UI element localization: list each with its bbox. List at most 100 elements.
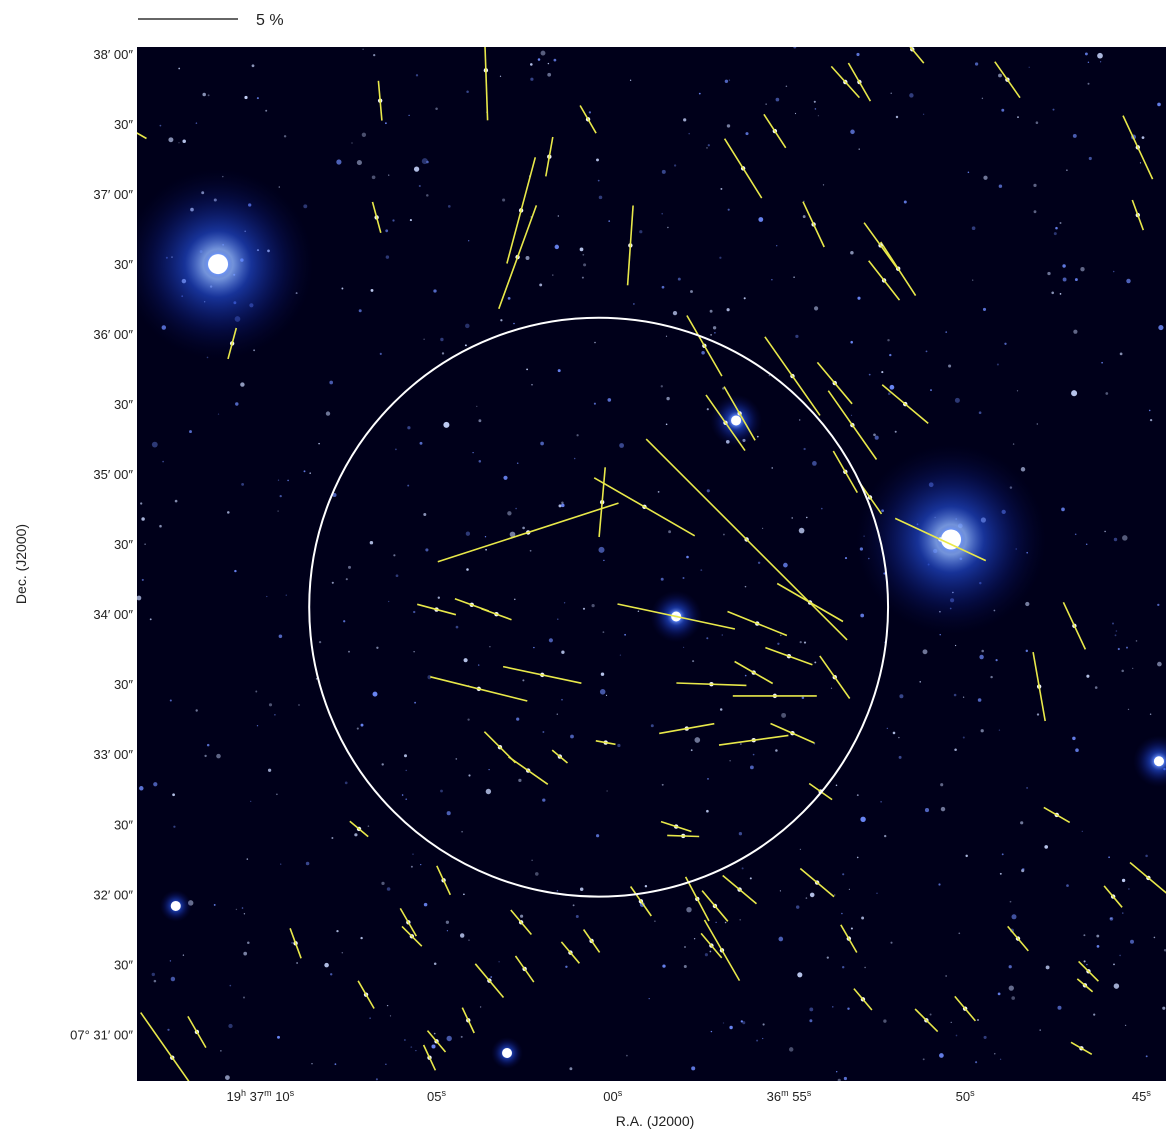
polarization-vector	[799, 867, 835, 898]
field-star	[596, 158, 599, 162]
field-star	[726, 124, 731, 128]
field-star	[1059, 222, 1062, 224]
field-star	[460, 1035, 463, 1038]
field-star	[981, 97, 984, 100]
field-star	[1097, 52, 1103, 59]
field-star	[468, 240, 470, 242]
field-star	[468, 939, 470, 941]
field-star	[743, 297, 746, 300]
field-star	[415, 1049, 417, 1052]
field-star	[413, 166, 420, 172]
polarization-vector	[1070, 1041, 1093, 1055]
polarization-vector	[705, 394, 746, 452]
field-star	[526, 368, 529, 371]
field-star	[832, 1006, 834, 1008]
field-star	[561, 650, 565, 654]
field-star	[369, 540, 374, 545]
field-star	[739, 918, 742, 921]
field-star	[412, 853, 414, 855]
field-star	[360, 723, 364, 727]
field-star	[303, 470, 306, 473]
polarization-vector	[819, 655, 851, 699]
field-star	[976, 1018, 980, 1022]
field-star	[1084, 52, 1088, 56]
field-star	[440, 789, 443, 793]
polarization-vector	[645, 438, 848, 641]
field-star	[749, 877, 752, 880]
field-star	[682, 646, 685, 649]
field-star	[347, 565, 352, 569]
field-star	[484, 536, 487, 538]
field-star	[958, 932, 961, 935]
field-star	[1016, 390, 1019, 392]
field-star	[898, 736, 900, 739]
field-star	[765, 103, 767, 105]
field-star	[797, 972, 803, 978]
x-axis-title: R.A. (J2000)	[616, 1113, 695, 1129]
field-star	[962, 736, 965, 739]
field-star	[1158, 325, 1164, 331]
field-star	[813, 100, 816, 103]
field-star	[351, 142, 353, 144]
polarization-vector	[830, 65, 860, 99]
field-star	[795, 334, 799, 339]
field-star	[856, 794, 859, 797]
field-star	[285, 594, 288, 596]
field-star	[890, 941, 893, 944]
field-star	[1011, 914, 1017, 920]
star-center	[731, 415, 742, 426]
field-star	[850, 129, 855, 135]
field-star	[608, 220, 611, 222]
field-star	[373, 53, 376, 57]
polarization-vectors	[137, 47, 1166, 1081]
polarization-vector	[461, 1007, 475, 1034]
field-star	[556, 889, 559, 892]
field-star	[939, 634, 941, 636]
polarization-vector	[659, 722, 715, 735]
field-star	[410, 865, 413, 868]
field-star	[1074, 533, 1077, 536]
field-star	[850, 414, 853, 417]
star-center	[170, 900, 181, 911]
field-star	[1033, 183, 1037, 188]
polarization-vector	[474, 963, 505, 999]
field-star	[1087, 82, 1090, 85]
field-star	[955, 1034, 958, 1037]
field-star	[729, 1025, 733, 1030]
field-star	[1115, 630, 1118, 632]
field-star	[741, 867, 744, 870]
field-star	[591, 604, 595, 608]
field-star	[802, 215, 806, 219]
field-star	[256, 97, 259, 100]
field-star	[522, 679, 525, 682]
bright-star	[137, 169, 314, 360]
field-star	[502, 198, 506, 202]
polarization-vector	[667, 834, 700, 838]
field-star	[837, 1078, 841, 1081]
star-center	[502, 1047, 513, 1058]
field-star	[1009, 900, 1012, 903]
field-star	[602, 631, 605, 633]
field-star	[954, 397, 960, 403]
field-star	[437, 596, 440, 599]
field-star	[729, 760, 731, 762]
field-star	[572, 904, 575, 907]
field-star	[1021, 867, 1025, 871]
field-star	[178, 142, 180, 144]
field-star	[783, 562, 788, 568]
polarization-vector	[595, 740, 616, 746]
field-star	[465, 531, 471, 536]
field-star	[303, 204, 308, 209]
field-star	[1108, 856, 1110, 859]
field-star	[547, 62, 550, 65]
field-star	[967, 171, 970, 174]
field-star	[243, 996, 245, 999]
field-star	[666, 396, 670, 401]
field-star	[344, 781, 348, 785]
polarization-vector	[289, 928, 302, 959]
field-star	[296, 962, 298, 964]
field-star	[983, 1035, 987, 1039]
field-star	[465, 323, 470, 329]
field-star	[660, 385, 663, 388]
